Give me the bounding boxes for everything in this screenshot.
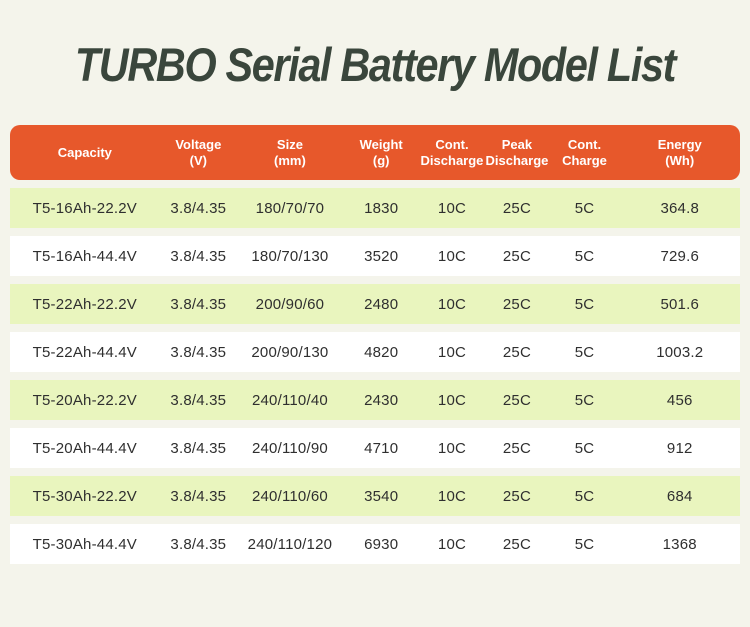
table-row: T5-16Ah-22.2V 3.8/4.35 180/70/70 1830 10C 25C… bbox=[10, 188, 740, 229]
table-row: T5-22Ah-22.2V 3.8/4.35 200/90/60 2480 10C 25C… bbox=[10, 284, 740, 325]
table-cell: 3.8/4.35 bbox=[170, 295, 227, 313]
table-cell: 364.8 bbox=[660, 199, 699, 217]
table-cell: 10C bbox=[437, 199, 467, 217]
table-cell: 5C bbox=[574, 343, 595, 361]
table-cell: T5-30Ah-22.2V bbox=[32, 487, 137, 505]
table-cell: 10C bbox=[437, 343, 467, 361]
table-row: T5-30Ah-44.4V 3.8/4.35 240/110/120 6930 10C 2… bbox=[10, 524, 740, 565]
table-cell: 25C bbox=[502, 391, 532, 409]
page-title: TURBO Serial Battery Model List bbox=[74, 38, 677, 91]
table-cell: 3.8/4.35 bbox=[170, 439, 227, 457]
table-cell: 3.8/4.35 bbox=[170, 487, 227, 505]
table-body: T5-16Ah-22.2V 3.8/4.35 180/70/70 1830 10C 25C… bbox=[10, 188, 740, 565]
table-cell: 3540 bbox=[364, 487, 399, 505]
table-cell: 180/70/70 bbox=[255, 199, 325, 217]
battery-model-table: Capacity Voltage (V) Size (mm) Weight (g) Co… bbox=[10, 125, 740, 565]
table-cell: 5C bbox=[574, 247, 595, 265]
column-header: Peak Discharge bbox=[485, 136, 549, 168]
table-cell: 1830 bbox=[364, 199, 399, 217]
table-cell: T5-22Ah-22.2V bbox=[32, 295, 137, 313]
table-cell: 729.6 bbox=[660, 247, 699, 265]
table-cell: 5C bbox=[574, 199, 595, 217]
table-cell: 4710 bbox=[364, 439, 399, 457]
table-cell: 6930 bbox=[364, 535, 399, 553]
table-cell: 3.8/4.35 bbox=[170, 391, 227, 409]
table-cell: T5-16Ah-44.4V bbox=[32, 247, 137, 265]
table-cell: 3.8/4.35 bbox=[170, 535, 227, 553]
table-cell: 3.8/4.35 bbox=[170, 199, 227, 217]
table-cell: 10C bbox=[437, 535, 467, 553]
page: { "title": "TURBO Serial Battery Model L… bbox=[0, 38, 750, 627]
column-header: Voltage (V) bbox=[175, 136, 222, 168]
column-header: Energy (Wh) bbox=[657, 136, 702, 168]
table-header-row: Capacity Voltage (V) Size (mm) Weight (g) Co… bbox=[10, 125, 740, 181]
table-row: T5-20Ah-22.2V 3.8/4.35 240/110/40 2430 10C 25… bbox=[10, 380, 740, 421]
column-header: Size (mm) bbox=[274, 136, 306, 168]
column-header: Cont. Discharge bbox=[420, 136, 484, 168]
table-cell: 240/110/90 bbox=[251, 439, 328, 457]
table-cell: 200/90/130 bbox=[251, 343, 329, 361]
table-cell: T5-20Ah-22.2V bbox=[32, 391, 137, 409]
table-cell: 5C bbox=[574, 391, 595, 409]
table-row: T5-22Ah-44.4V 3.8/4.35 200/90/130 4820 10C 25… bbox=[10, 332, 740, 373]
table-cell: T5-16Ah-22.2V bbox=[32, 199, 137, 217]
table-cell: 1368 bbox=[662, 535, 697, 553]
table-cell: T5-20Ah-44.4V bbox=[32, 439, 137, 457]
table-cell: 25C bbox=[502, 535, 532, 553]
table-cell: 25C bbox=[502, 439, 532, 457]
table-cell: T5-22Ah-44.4V bbox=[32, 343, 137, 361]
table-cell: 5C bbox=[574, 487, 595, 505]
table-cell: 456 bbox=[666, 391, 693, 409]
table-cell: 684 bbox=[666, 487, 693, 505]
table-cell: 25C bbox=[502, 343, 532, 361]
table-cell: 10C bbox=[437, 487, 467, 505]
table-cell: 240/110/60 bbox=[251, 487, 328, 505]
table-cell: 3520 bbox=[364, 247, 399, 265]
table-cell: 5C bbox=[574, 295, 595, 313]
table-cell: 501.6 bbox=[660, 295, 699, 313]
table-row: T5-16Ah-44.4V 3.8/4.35 180/70/130 3520 10C 25… bbox=[10, 236, 740, 277]
table-row: T5-20Ah-44.4V 3.8/4.35 240/110/90 4710 10C 25… bbox=[10, 428, 740, 469]
table-cell: 3.8/4.35 bbox=[170, 343, 227, 361]
table-cell: 1003.2 bbox=[656, 343, 704, 361]
table-cell: 912 bbox=[666, 439, 693, 457]
table-cell: T5-30Ah-44.4V bbox=[32, 535, 137, 553]
table-cell: 180/70/130 bbox=[251, 247, 329, 265]
table-cell: 5C bbox=[574, 535, 595, 553]
table-cell: 4820 bbox=[364, 343, 399, 361]
table-cell: 2430 bbox=[364, 391, 399, 409]
table-row: T5-30Ah-22.2V 3.8/4.35 240/110/60 3540 10C 25… bbox=[10, 476, 740, 517]
column-header: Cont. Charge bbox=[562, 136, 607, 168]
table-cell: 200/90/60 bbox=[255, 295, 325, 313]
table-cell: 25C bbox=[502, 295, 532, 313]
table-cell: 10C bbox=[437, 391, 467, 409]
table-cell: 240/110/120 bbox=[247, 535, 333, 553]
table-cell: 240/110/40 bbox=[251, 391, 328, 409]
table-cell: 2480 bbox=[364, 295, 399, 313]
table-cell: 10C bbox=[437, 247, 467, 265]
table-cell: 5C bbox=[574, 439, 595, 457]
table-cell: 10C bbox=[437, 295, 467, 313]
table-cell: 25C bbox=[502, 247, 532, 265]
table-cell: 25C bbox=[502, 487, 532, 505]
table-cell: 3.8/4.35 bbox=[170, 247, 227, 265]
column-header: Capacity bbox=[57, 144, 112, 160]
table-cell: 25C bbox=[502, 199, 532, 217]
table-cell: 10C bbox=[437, 439, 467, 457]
column-header: Weight (g) bbox=[359, 136, 403, 168]
